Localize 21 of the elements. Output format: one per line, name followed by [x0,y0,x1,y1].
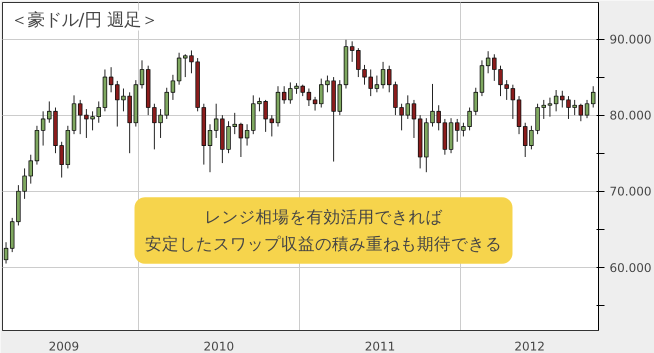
x-tick-label: 2009 [48,340,80,353]
y-tick-label: 70.000 [610,184,652,199]
x-tick-label: 2012 [514,340,545,353]
candlestick [566,96,571,120]
candlestick [40,110,46,146]
x-tick-label: 2011 [364,340,396,353]
candlestick [504,80,509,100]
annotation: レンジ相場を有効活用できれば [204,208,444,227]
candlestick [152,103,157,150]
y-tick-label: 80.000 [610,108,652,123]
candlestick [362,64,367,86]
candlestick [510,84,516,120]
y-tick-label: 60.000 [610,260,652,275]
annotation: 安定したスワップ収益の積み重ねも期待できる [145,234,502,254]
candlestick [356,48,361,78]
text: ＜豪ドル/円 週足＞ [10,10,158,30]
x-tick-label: 2010 [204,340,234,353]
candlestick [244,124,250,146]
y-tick-label: 90.000 [610,32,652,47]
candlestick [350,40,354,62]
candlestick [4,242,8,264]
